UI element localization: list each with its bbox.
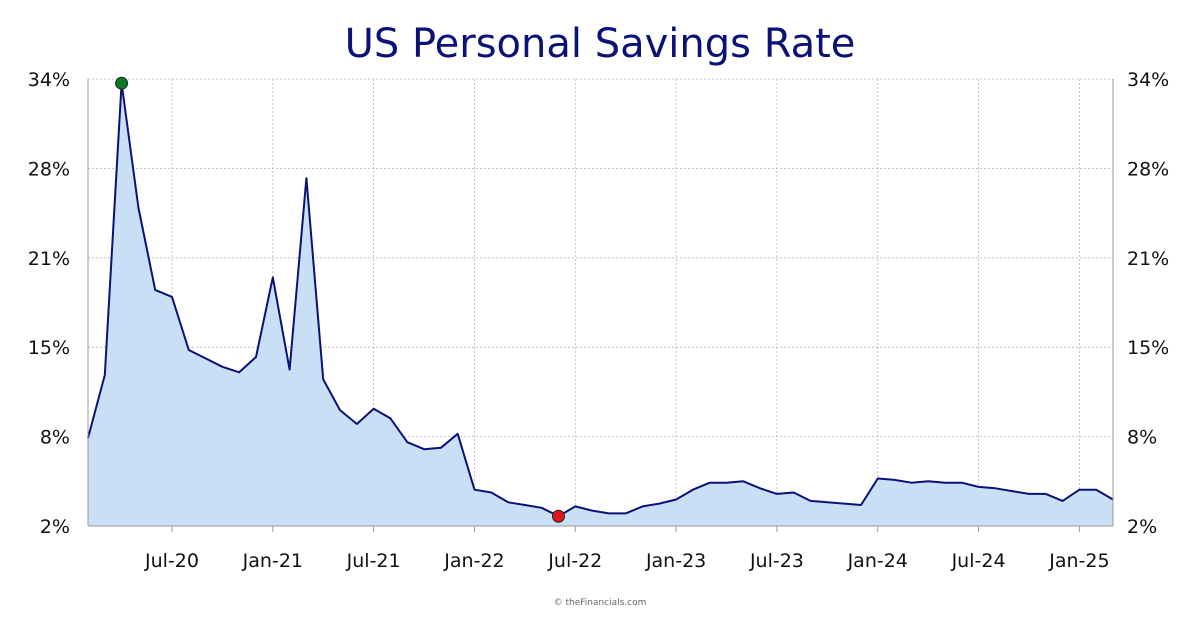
y-tick-label-left: 8% (40, 427, 70, 449)
chart-title: US Personal Savings Rate (344, 21, 856, 67)
x-tick-label: Jan-23 (645, 550, 706, 572)
y-tick-label-right: 15% (1127, 337, 1169, 359)
y-tick-label-right: 34% (1127, 69, 1169, 91)
y-tick-label-right: 21% (1127, 248, 1169, 270)
area-series (87, 82, 1114, 526)
max-point-marker (115, 76, 129, 90)
y-tick-label-left: 28% (28, 158, 70, 180)
axis-tick-labels: 2% 2% 8% 8% 15% 15% 21% 21% 28% 28% 34% 34% Jul-20 Ja… (28, 69, 1169, 572)
extreme-markers (115, 76, 565, 523)
x-tick-label: Jan-24 (847, 550, 908, 572)
y-tick-label-right: 28% (1127, 158, 1169, 180)
y-tick-label-right: 2% (1127, 516, 1157, 538)
y-tick-label-left: 2% (40, 516, 70, 538)
y-tick-label-left: 21% (28, 248, 70, 270)
x-tick-label: Jan-25 (1048, 550, 1109, 572)
min-point-marker (551, 509, 565, 523)
series-line (87, 82, 1114, 518)
y-tick-label-right: 8% (1127, 427, 1157, 449)
plot-frame (87, 79, 1114, 527)
y-tick-label-left: 15% (28, 337, 70, 359)
x-tick-label: Jul-24 (951, 550, 1006, 572)
y-tick-label-left: 34% (28, 69, 70, 91)
x-tick-label: Jan-21 (242, 550, 303, 572)
x-tick-label: Jul-21 (346, 550, 401, 572)
x-tick-label: Jul-22 (547, 550, 602, 572)
x-tick-label: Jul-20 (144, 550, 199, 572)
series-area-fill (88, 83, 1113, 526)
x-tick-label: Jan-22 (443, 550, 504, 572)
x-tick-label: Jul-23 (749, 550, 804, 572)
source-credit: © theFinancials.com (553, 598, 647, 608)
